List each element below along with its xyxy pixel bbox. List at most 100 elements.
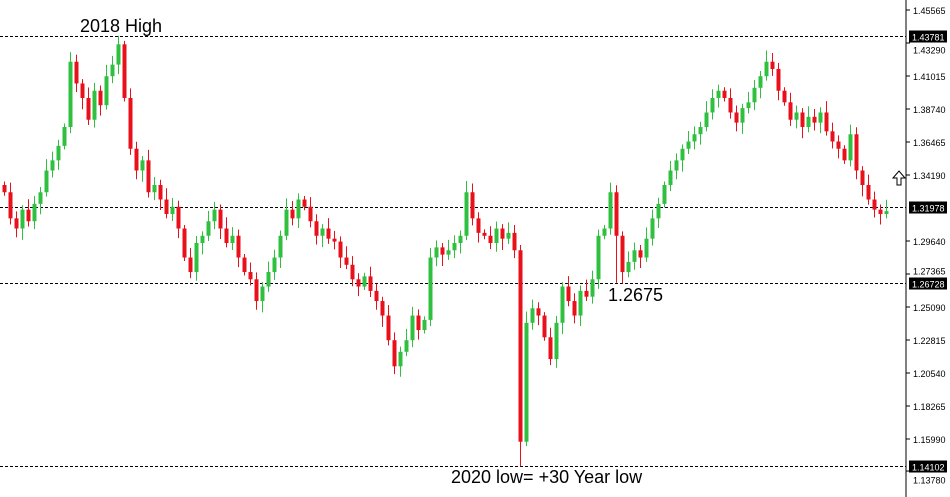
candle-body — [320, 228, 325, 236]
candle-body — [848, 134, 853, 161]
y-tick-label: 1.18265 — [913, 402, 946, 412]
level-label-bg — [909, 277, 947, 290]
candle-body — [470, 192, 475, 219]
y-tick-label: 1.22815 — [913, 336, 946, 346]
candle-body — [104, 76, 109, 106]
candle-body — [206, 221, 211, 236]
candle-body — [500, 228, 505, 239]
candle-body — [266, 272, 271, 287]
candle-body — [98, 90, 103, 106]
candle-body — [278, 235, 283, 258]
candle-body — [458, 235, 463, 244]
candle-body — [632, 250, 637, 262]
candle-body — [734, 112, 739, 123]
candle-body — [650, 218, 655, 239]
candle-body — [374, 290, 379, 302]
candle-body — [530, 308, 535, 323]
candle-body — [38, 192, 43, 204]
candle-body — [326, 228, 331, 239]
candle-body — [602, 228, 607, 236]
candle-body — [830, 131, 835, 142]
candle-body — [284, 209, 289, 236]
candle-body — [560, 286, 565, 323]
up-arrow-icon — [891, 170, 907, 186]
candle-body — [110, 64, 115, 77]
candle-body — [404, 340, 409, 352]
candle-body — [140, 160, 145, 171]
candle-body — [680, 148, 685, 161]
candle-body — [866, 185, 871, 200]
candle-body — [698, 126, 703, 135]
y-tick-label: 1.36465 — [913, 138, 946, 148]
candle-body — [92, 90, 97, 120]
candle-body — [350, 264, 355, 280]
candle-body — [410, 315, 415, 341]
candle-body — [818, 112, 823, 123]
candle-body — [710, 97, 715, 113]
candle-body — [764, 61, 769, 77]
y-tick-label: 1.29640 — [913, 237, 946, 247]
candle-body — [476, 218, 481, 233]
candle-body — [668, 170, 673, 186]
candle-body — [626, 261, 631, 273]
candle-body — [14, 218, 19, 229]
candle-body — [332, 238, 337, 242]
annotation-1-2675: 1.2675 — [608, 285, 664, 305]
candle-body — [200, 235, 205, 244]
candle-body — [758, 76, 763, 88]
candle-body — [836, 141, 841, 149]
candle-body — [224, 228, 229, 244]
candle-body — [272, 257, 277, 273]
candle-body — [692, 134, 697, 142]
candle-body — [584, 290, 589, 297]
candle-body — [512, 232, 517, 251]
candle-body — [770, 61, 775, 69]
candle-body — [386, 315, 391, 341]
candle-body — [446, 250, 451, 255]
candle-body — [176, 206, 181, 229]
candle-body — [368, 276, 373, 291]
candle-body — [722, 90, 727, 98]
candle-body — [794, 112, 799, 120]
candle-body — [290, 209, 295, 219]
candle-body — [860, 170, 865, 186]
candle-body — [392, 340, 397, 367]
candle-body — [260, 286, 265, 302]
candle-body — [596, 235, 601, 280]
y-tick-label: 1.13780 — [913, 476, 946, 486]
level-label-bg — [909, 201, 947, 214]
y-tick-label: 1.34190 — [913, 171, 946, 181]
candle-body — [230, 235, 235, 244]
candle-body — [482, 232, 487, 236]
candle-body — [788, 102, 793, 120]
candle-body — [44, 170, 49, 193]
level-label: 1.31978 — [912, 204, 945, 214]
candle-body — [344, 257, 349, 265]
candle-body — [452, 243, 457, 251]
candle-body — [566, 286, 571, 302]
candle-body — [428, 257, 433, 320]
candle-body — [620, 235, 625, 273]
candle-body — [146, 160, 151, 193]
candle-body — [416, 315, 421, 331]
y-tick-label: 1.41015 — [913, 72, 946, 82]
level-label-bg — [909, 460, 947, 473]
candle-body — [434, 247, 439, 258]
candle-body — [128, 97, 133, 149]
candle-body — [752, 87, 757, 103]
candle-body — [548, 337, 553, 360]
candle-body — [806, 116, 811, 127]
level-label: 1.14102 — [912, 463, 945, 473]
candle-body — [56, 145, 61, 161]
candle-body — [590, 279, 595, 297]
candle-body — [80, 83, 85, 98]
candle-body — [878, 209, 883, 215]
candle-body — [170, 206, 175, 215]
annotation-2020-low: 2020 low= +30 Year low — [451, 467, 643, 487]
candle-body — [800, 112, 805, 127]
candle-body — [26, 209, 31, 222]
y-tick-label: 1.38740 — [913, 105, 946, 115]
candle-body — [164, 199, 169, 215]
y-tick-label: 1.45565 — [913, 6, 946, 16]
candle-body — [554, 322, 559, 360]
